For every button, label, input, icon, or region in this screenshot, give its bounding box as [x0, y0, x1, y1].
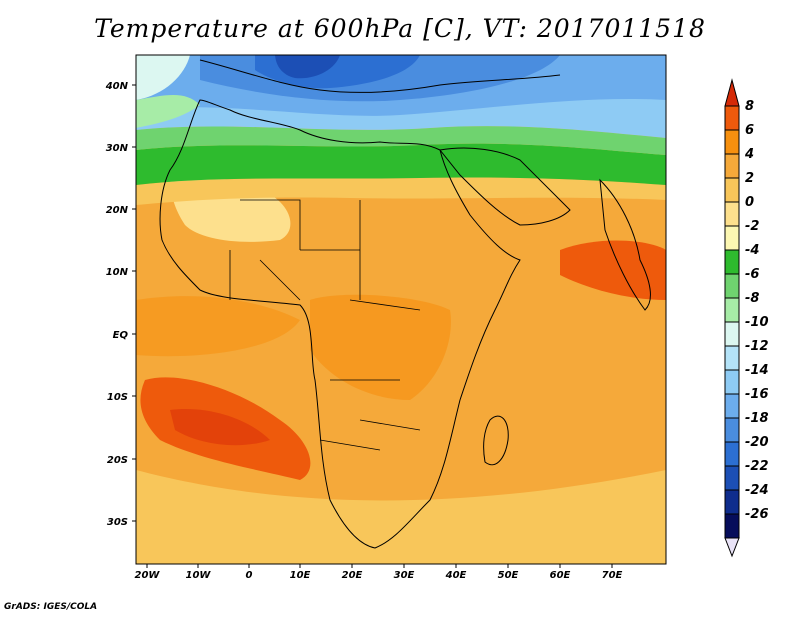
- lat-tick-label: EQ: [113, 330, 129, 341]
- colorbar-label: -8: [745, 291, 759, 306]
- map-frame: [135, 54, 667, 565]
- colorbar-label: -26: [745, 507, 769, 522]
- colorbar-swatch: [724, 465, 740, 491]
- colorbar-label: -6: [745, 267, 759, 282]
- colorbar-top-arrow: [724, 78, 740, 107]
- southern-pale-orange: [136, 470, 666, 564]
- temperature-field: [136, 55, 666, 564]
- arabian-peninsula: [439, 147, 571, 226]
- lat-tick-label: 30N: [106, 143, 129, 154]
- colorbar-label: 2: [745, 171, 754, 186]
- colorbar-label: -14: [745, 363, 769, 378]
- latitude-axis: 40N 30N 20N 10N EQ 10S 20S 30S: [105, 81, 136, 528]
- subtropical-yellow: [136, 177, 666, 205]
- colorbar-swatch: [724, 273, 740, 299]
- colorbar-swatch: [724, 297, 740, 323]
- lon-tick-label: 50E: [498, 570, 519, 581]
- africa-coastline: [159, 99, 521, 549]
- atlantic-north-green: [136, 95, 200, 128]
- colorbar-swatch: [724, 129, 740, 155]
- mediterranean-core: [275, 55, 340, 79]
- lon-tick-label: 10W: [186, 570, 212, 581]
- colorbar-swatch: [724, 249, 740, 275]
- colorbar-swatch: [724, 489, 740, 515]
- lat-tick-label: 10S: [107, 392, 128, 403]
- lon-tick-label: 20W: [135, 570, 161, 581]
- central-africa-warm: [310, 294, 451, 400]
- map-title: Temperature at 600hPa [C], VT: 201701151…: [94, 14, 706, 43]
- colorbar-label: 8: [745, 99, 754, 114]
- colorbar-label: -16: [745, 387, 769, 402]
- lat-tick-label: 20N: [106, 205, 129, 216]
- colorbar-label: -22: [745, 459, 769, 474]
- colorbar-swatch: [724, 321, 740, 347]
- lat-tick-label: 20S: [107, 455, 128, 466]
- lon-tick-label: 0: [246, 570, 253, 581]
- colorbar-label: -24: [745, 483, 769, 498]
- country-borders: [229, 199, 421, 451]
- lon-tick-label: 60E: [550, 570, 571, 581]
- colorbar-label: -2: [745, 219, 759, 234]
- colorbar-swatch: [724, 225, 740, 251]
- lon-tick-label: 30E: [394, 570, 415, 581]
- lon-tick-label: 10E: [290, 570, 311, 581]
- gulf-guinea-warm: [136, 296, 300, 357]
- lon-tick-label: 70E: [602, 570, 623, 581]
- colorbar-label: 6: [745, 123, 754, 138]
- atlantic-core: [170, 409, 270, 446]
- colorbar-label: -10: [745, 315, 769, 330]
- colorbar-label: 4: [744, 147, 754, 162]
- grads-credit: GrADS: IGES/COLA: [4, 602, 98, 612]
- india-coast: [599, 178, 651, 311]
- atlantic-north-pale: [136, 55, 190, 100]
- lon-tick-label: 40E: [445, 570, 467, 581]
- colorbar-swatch: [724, 513, 740, 539]
- colorbar-swatch: [724, 441, 740, 467]
- colorbar: 8 6 4 2 0 -2 -4 -6 -8 -10 -12 -14 -16 -18 -20 -22 -24 -26: [724, 78, 769, 558]
- coastlines: [159, 59, 651, 549]
- madagascar: [483, 415, 509, 466]
- colorbar-swatch: [724, 345, 740, 371]
- europe-coast: [199, 59, 561, 93]
- longitude-axis: 20W 10W 0 10E 20E 30E 40E 50E 60E 70E: [135, 564, 623, 581]
- colorbar-label: -18: [745, 411, 769, 426]
- colorbar-swatch: [724, 369, 740, 395]
- colorbar-swatch: [724, 105, 740, 131]
- lat-tick-label: 40N: [105, 81, 129, 92]
- lat-tick-label: 10N: [106, 267, 129, 278]
- colorbar-swatch: [724, 153, 740, 179]
- colorbar-label: -4: [745, 243, 759, 258]
- colorbar-swatch: [724, 417, 740, 443]
- lon-tick-label: 20E: [342, 570, 363, 581]
- colorbar-swatch: [724, 177, 740, 203]
- colorbar-label: -12: [745, 339, 769, 354]
- lat-tick-label: 30S: [107, 517, 128, 528]
- colorbar-label: -20: [745, 435, 769, 450]
- light-green-band: [136, 126, 666, 155]
- green-band: [136, 143, 666, 185]
- colorbar-bottom-arrow: [724, 537, 740, 558]
- colorbar-label: 0: [745, 195, 754, 210]
- colorbar-swatch: [724, 393, 740, 419]
- colorbar-swatch: [724, 201, 740, 227]
